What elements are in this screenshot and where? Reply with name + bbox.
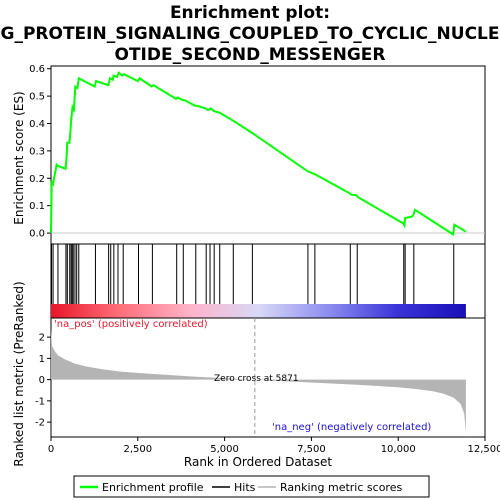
metric-y-tick-label: 0 [39,375,45,386]
rank-gradient-bar [51,304,466,318]
metric-y-tick-label: -2 [35,418,45,429]
x-tick-label: 5,000 [210,444,239,455]
x-axis-label: Rank in Ordered Dataset [184,455,332,469]
es-y-tick-label: 0.3 [29,146,45,157]
chart-title-line-2: G_PROTEIN_SIGNALING_COUPLED_TO_CYCLIC_NU… [0,24,499,44]
positive-correlation-label: 'na_pos' (positively correlated) [54,319,208,330]
metric-y-tick-label: 2 [39,333,45,344]
ranking-metric-area [51,328,466,433]
chart-title-line-1: Enrichment plot: [170,3,330,23]
es-panel: 0.0 0.1 0.2 0.3 0.4 0.5 0.6 Enrichment score (… [12,64,486,245]
es-y-tick-label: 0.4 [29,119,45,130]
hit-marks [51,244,455,304]
enrichment-profile-line [50,71,467,237]
es-y-tick-label: 0.2 [29,174,45,185]
hits-panel [50,243,486,319]
legend: Enrichment profile Hits Ranking metric s… [73,475,430,498]
legend-label-hits: Hits [234,481,256,494]
metric-y-tick-label: 1 [39,354,45,365]
legend-box [73,475,430,498]
es-y-tick-label: 0.5 [29,92,45,103]
metric-y-tick-label: -1 [35,396,45,407]
negative-correlation-label: 'na_neg' (negatively correlated) [272,422,431,433]
metric-y-ticks: -2 -1 0 1 2 [35,333,51,429]
x-tick-label: 2,500 [123,444,152,455]
zero-cross-label: Zero cross at 5871 [214,374,299,384]
metric-panel: -2 -1 0 1 2 Zero cross at 5871 'na_pos' (pos… [12,281,486,467]
metric-y-axis-label: Ranked list metric (PreRanked) [12,281,26,466]
es-y-tick-label: 0.0 [29,229,45,240]
x-tick-label: 7,500 [297,444,326,455]
x-axis: 0 2,500 5,000 7,500 10,000 12,500 [48,437,500,455]
es-y-tick-label: 0.6 [29,64,45,75]
es-y-axis-label: Enrichment score (ES) [12,91,26,224]
legend-label-enrichment-profile: Enrichment profile [102,481,204,494]
x-tick-label: 12,500 [468,444,500,455]
x-tick-label: 10,000 [381,444,416,455]
chart-title-line-3: OTIDE_SECOND_MESSENGER [115,45,386,65]
es-y-tick-label: 0.1 [29,201,45,212]
x-tick-label: 0 [48,444,54,455]
legend-label-ranking-metric: Ranking metric scores [280,481,402,494]
es-y-ticks: 0.0 0.1 0.2 0.3 0.4 0.5 0.6 [29,64,51,240]
es-plot-area [50,65,486,245]
